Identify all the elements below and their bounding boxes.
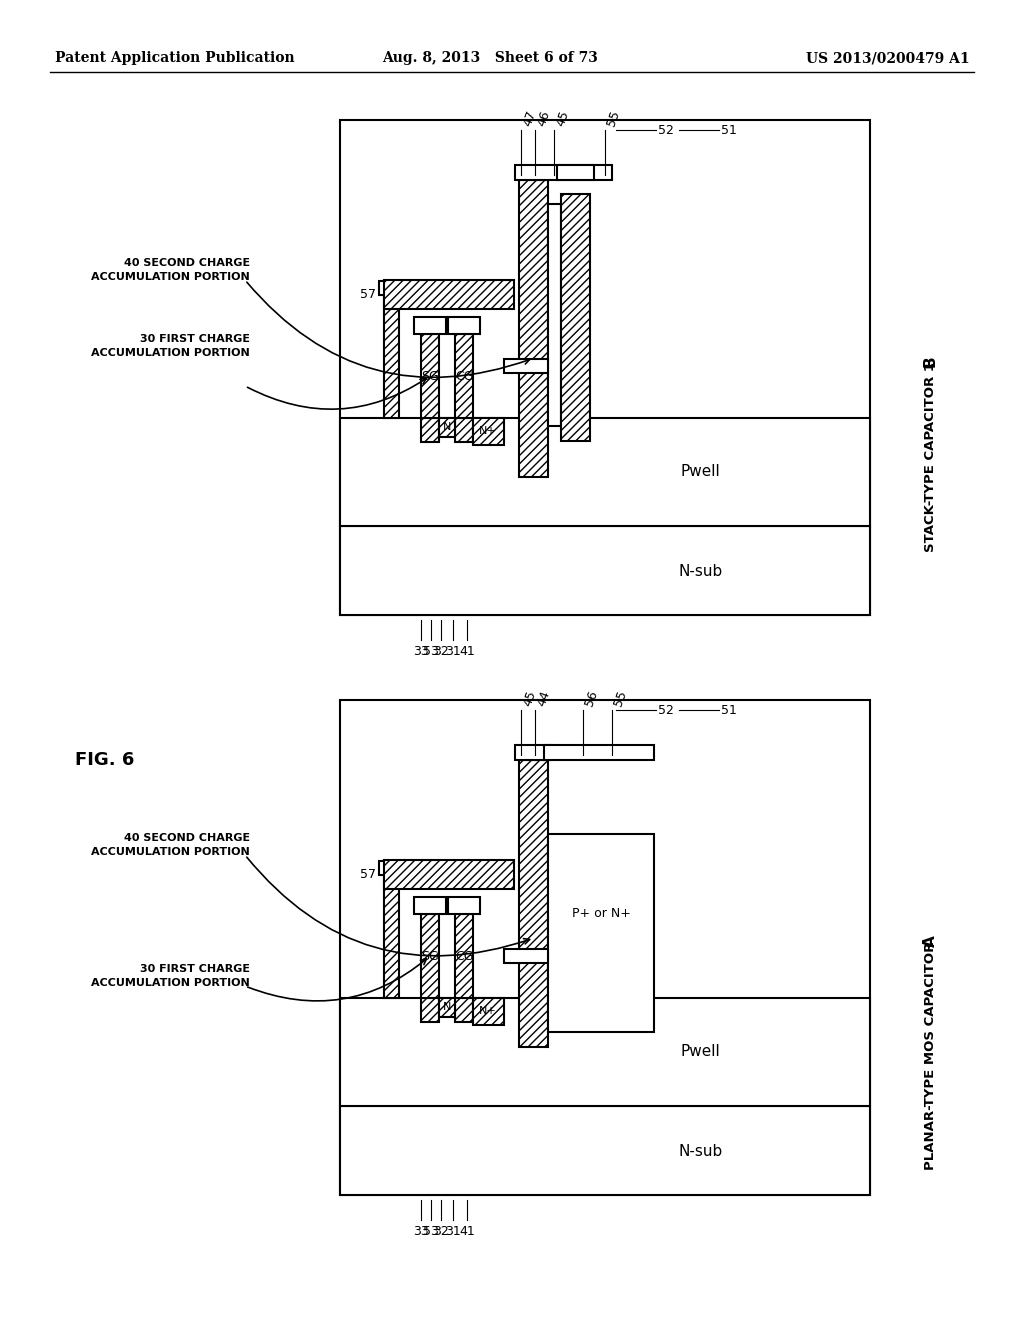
- Bar: [515, 165, 612, 180]
- Bar: [515, 744, 552, 760]
- Text: CG: CG: [455, 949, 473, 962]
- Text: 51: 51: [721, 124, 737, 136]
- Bar: [455, 334, 473, 418]
- Bar: [340, 525, 870, 615]
- Text: 30 FIRST CHARGE
ACCUMULATION PORTION: 30 FIRST CHARGE ACCUMULATION PORTION: [91, 964, 250, 987]
- Bar: [519, 180, 548, 477]
- Text: 31: 31: [445, 1225, 461, 1238]
- Text: Pwell: Pwell: [681, 1044, 720, 1060]
- Bar: [557, 165, 594, 180]
- Bar: [384, 861, 514, 888]
- Text: 56: 56: [583, 689, 601, 708]
- Text: 30 FIRST CHARGE
ACCUMULATION PORTION: 30 FIRST CHARGE ACCUMULATION PORTION: [91, 334, 250, 358]
- Text: SG: SG: [421, 949, 439, 962]
- Text: 55: 55: [611, 689, 630, 708]
- Bar: [340, 700, 870, 1195]
- Bar: [384, 280, 514, 309]
- Bar: [421, 418, 439, 442]
- Text: Pwell: Pwell: [681, 465, 720, 479]
- Bar: [455, 418, 473, 442]
- Bar: [449, 898, 480, 913]
- Text: 41: 41: [459, 1225, 475, 1238]
- Bar: [439, 998, 455, 1016]
- Text: 40 SECOND CHARGE
ACCUMULATION PORTION: 40 SECOND CHARGE ACCUMULATION PORTION: [91, 833, 250, 857]
- Bar: [340, 1106, 870, 1195]
- Text: B: B: [923, 355, 938, 367]
- Bar: [561, 194, 590, 441]
- Text: N+: N+: [479, 1006, 497, 1016]
- Bar: [340, 418, 870, 525]
- Text: N: N: [442, 422, 452, 432]
- Bar: [384, 294, 399, 418]
- Text: 53: 53: [423, 645, 439, 657]
- Bar: [473, 418, 504, 445]
- Text: 57: 57: [360, 288, 376, 301]
- Text: N: N: [442, 1002, 452, 1012]
- Text: 41: 41: [459, 645, 475, 657]
- Bar: [414, 317, 446, 334]
- Text: 55: 55: [605, 108, 623, 128]
- Bar: [421, 998, 439, 1022]
- Text: N+: N+: [479, 426, 497, 436]
- Bar: [504, 359, 548, 374]
- Bar: [504, 949, 548, 964]
- Bar: [379, 861, 404, 875]
- Text: 45: 45: [521, 689, 539, 708]
- Bar: [379, 281, 404, 294]
- Text: FIG. 6: FIG. 6: [75, 751, 134, 770]
- Text: 47: 47: [521, 108, 539, 128]
- Bar: [384, 875, 399, 998]
- Text: 31: 31: [445, 645, 461, 657]
- Text: N-sub: N-sub: [678, 1143, 723, 1159]
- Text: 46: 46: [535, 108, 553, 128]
- Bar: [421, 913, 439, 998]
- Text: 32: 32: [433, 1225, 449, 1238]
- Text: 40 SECOND CHARGE
ACCUMULATION PORTION: 40 SECOND CHARGE ACCUMULATION PORTION: [91, 257, 250, 282]
- Text: 57: 57: [360, 867, 376, 880]
- Bar: [340, 120, 870, 615]
- Text: 44: 44: [535, 689, 553, 708]
- Text: Patent Application Publication: Patent Application Publication: [55, 51, 295, 65]
- Bar: [414, 898, 446, 913]
- Text: 53: 53: [423, 1225, 439, 1238]
- Text: A: A: [923, 936, 938, 946]
- Text: 33: 33: [413, 645, 429, 657]
- Text: N-sub: N-sub: [678, 564, 723, 578]
- Bar: [340, 998, 870, 1106]
- Bar: [449, 317, 480, 334]
- Text: 52: 52: [657, 704, 674, 717]
- Bar: [519, 760, 548, 1047]
- Bar: [455, 998, 473, 1022]
- Text: STACK-TYPE CAPACITOR 1: STACK-TYPE CAPACITOR 1: [924, 362, 937, 552]
- Text: SG: SG: [421, 370, 439, 383]
- Bar: [455, 913, 473, 998]
- Text: 33: 33: [413, 1225, 429, 1238]
- Bar: [544, 744, 654, 760]
- Text: P+ or N+: P+ or N+: [571, 907, 631, 920]
- Bar: [439, 418, 455, 437]
- Bar: [473, 998, 504, 1026]
- Text: US 2013/0200479 A1: US 2013/0200479 A1: [806, 51, 970, 65]
- Text: CG: CG: [455, 370, 473, 383]
- Text: 52: 52: [657, 124, 674, 136]
- Bar: [421, 334, 439, 418]
- Text: 51: 51: [721, 704, 737, 717]
- Bar: [548, 205, 561, 426]
- Text: 45: 45: [554, 108, 571, 128]
- Text: 32: 32: [433, 645, 449, 657]
- Text: Aug. 8, 2013   Sheet 6 of 73: Aug. 8, 2013 Sheet 6 of 73: [382, 51, 598, 65]
- Bar: [548, 834, 654, 1032]
- Text: PLANAR-TYPE MOS CAPACITOR: PLANAR-TYPE MOS CAPACITOR: [924, 942, 937, 1171]
